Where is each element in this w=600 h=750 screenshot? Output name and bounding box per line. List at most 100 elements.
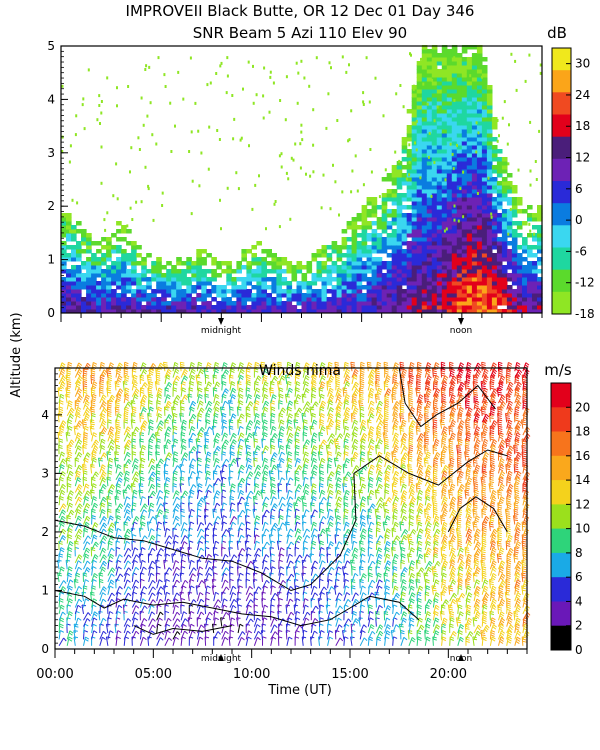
wind-barb-flag (142, 636, 147, 640)
wind-barb-flag (126, 511, 130, 515)
snr-cell (161, 305, 167, 310)
wind-barb-shaft (148, 547, 153, 557)
wind-barb-flag (60, 568, 65, 572)
snr-cell (461, 265, 468, 270)
wind-barb-shaft (58, 528, 64, 538)
snr-cell (471, 205, 478, 210)
snr-cell (426, 61, 433, 66)
wind-barb-flag (84, 527, 89, 531)
snr-cell (476, 77, 483, 82)
snr-cell (471, 85, 478, 90)
wind-barb (139, 535, 148, 544)
snr-cell (537, 305, 543, 310)
snr-speck (414, 141, 416, 145)
wind-barb (66, 566, 73, 576)
snr-speck (287, 177, 290, 181)
snr-speck (278, 225, 281, 229)
wind-barb-flag (124, 636, 129, 639)
wind-barb (131, 559, 138, 570)
snr-cell (196, 253, 202, 258)
wind-barb (98, 610, 103, 621)
snr-cell (216, 273, 222, 278)
snr-cell (501, 169, 508, 174)
snr-cell (511, 301, 518, 306)
snr-cell (451, 257, 458, 262)
wind-barb-flag (78, 439, 83, 443)
wind-barb (58, 368, 66, 378)
wind-barb-flag (132, 502, 137, 505)
wind-barb-flag (93, 504, 98, 509)
snr-cell (426, 129, 433, 134)
snr-cell (301, 277, 308, 282)
snr-cell (196, 269, 202, 274)
wind-barb (114, 623, 119, 634)
wind-barb (99, 554, 107, 564)
wind-barb (123, 560, 132, 570)
snr-cell (406, 185, 413, 190)
snr-cell (71, 249, 77, 254)
snr-cell (191, 297, 197, 302)
wind-barb (58, 528, 67, 538)
wind-barb-flag (61, 489, 66, 494)
wind-barb-shaft (58, 490, 63, 500)
snr-cell (121, 281, 127, 286)
snr-cell (251, 309, 257, 314)
wind-barb (58, 362, 66, 372)
snr-cell (476, 133, 483, 138)
snr-cell (206, 289, 212, 294)
snr-cell (376, 257, 383, 262)
wind-barb-flag (135, 630, 140, 635)
snr-cell (481, 229, 488, 234)
snr-speck (254, 183, 257, 187)
wind-barb-flag (125, 479, 130, 482)
snr-cell (426, 189, 433, 194)
wind-barb-flag (110, 396, 115, 401)
wind-barb-flag (117, 591, 122, 595)
snr-cell (421, 45, 428, 50)
wind-barb-flag (107, 376, 112, 380)
wind-barb-flag (143, 394, 148, 398)
snr-speck (155, 142, 158, 146)
snr-cell (156, 309, 162, 314)
snr-cell (441, 261, 448, 266)
wind-barb-flag (65, 387, 70, 389)
snr-cell (281, 281, 288, 286)
wind-barb-flag (126, 579, 131, 583)
wind-barb-flag (152, 471, 157, 476)
snr-cell (366, 249, 373, 254)
snr-cell (511, 221, 518, 226)
snr-cell (241, 293, 247, 298)
wind-barb-shaft (123, 484, 129, 493)
wind-barb-shaft (91, 496, 94, 506)
wind-barb (74, 445, 82, 455)
snr-cell (456, 305, 463, 310)
snr-cell (181, 277, 187, 282)
wind-barb-flag (94, 611, 99, 615)
snr-cell (421, 137, 428, 142)
wind-barb-shaft (148, 624, 154, 634)
snr-cell (451, 301, 458, 306)
snr-cell (496, 265, 503, 270)
snr-cell (281, 257, 288, 262)
snr-cell (381, 225, 388, 230)
wind-barb-shaft (91, 566, 94, 576)
wind-barb-flag (76, 572, 81, 576)
snr-cell (426, 149, 433, 154)
snr-cell (381, 241, 388, 246)
snr-cell (476, 73, 483, 78)
snr-cell (281, 261, 288, 266)
snr-cell (381, 201, 388, 206)
snr-cell (471, 165, 478, 170)
snr-cell (486, 285, 493, 290)
snr-speck (507, 232, 510, 236)
snr-cell (436, 97, 443, 102)
wind-barb-shaft (83, 490, 88, 500)
wind-barb-flag (77, 477, 82, 481)
y-axis-label: Altitude (km) (9, 312, 24, 397)
wind-barb-flag (68, 451, 73, 455)
snr-cell (71, 245, 77, 250)
snr-cell (522, 221, 528, 226)
wind-barb (123, 439, 132, 449)
snr-cell (537, 261, 543, 266)
snr-cell (511, 229, 518, 234)
